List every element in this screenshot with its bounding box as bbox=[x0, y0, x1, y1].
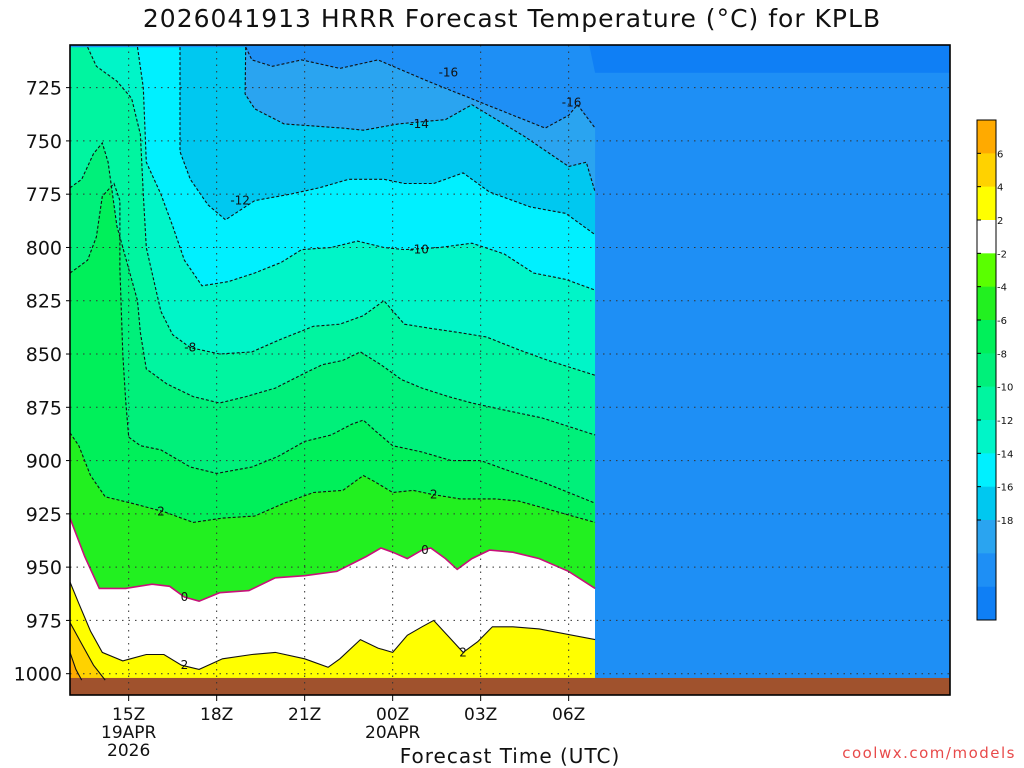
legend-swatch-3 bbox=[977, 220, 996, 254]
y-tick-label-775: 775 bbox=[26, 184, 62, 206]
y-tick-label-825: 825 bbox=[26, 291, 62, 313]
legend-swatch-5 bbox=[977, 286, 996, 321]
x-tick-label-15-2: 2026 bbox=[107, 741, 150, 761]
legend-label-3: -2 bbox=[997, 249, 1007, 260]
y-axis: 725 750 775 800 825 850 875 900 925 950 975 1000 bbox=[14, 78, 70, 686]
band-fill-coldest bbox=[589, 45, 950, 73]
contour-fills bbox=[70, 45, 950, 695]
grid-lines bbox=[70, 45, 950, 695]
x-tick-label-15-0: 15Z bbox=[112, 705, 145, 725]
legend-swatch-0 bbox=[977, 120, 996, 154]
contour-line--16 bbox=[245, 46, 596, 129]
contour-label--10-0: -10 bbox=[409, 243, 429, 257]
contour-label--2-1: 2 bbox=[430, 488, 438, 502]
legend-swatch-10 bbox=[977, 453, 996, 487]
contour-line--6 bbox=[70, 141, 596, 436]
legend-label-6: -8 bbox=[997, 349, 1007, 360]
legend-label-2: 2 bbox=[997, 216, 1003, 227]
y-tick-label-950: 950 bbox=[26, 557, 62, 579]
contour-line--14 bbox=[244, 47, 596, 193]
legend-swatch-13 bbox=[977, 553, 996, 587]
legend-swatch-9 bbox=[977, 420, 996, 454]
legend-swatch-12 bbox=[977, 520, 996, 554]
below-ground-band bbox=[70, 677, 950, 695]
legend-label-0: 6 bbox=[997, 149, 1003, 160]
x-tick-label-18-0: 18Z bbox=[200, 705, 233, 725]
contour-line--4 bbox=[70, 182, 596, 504]
legend-label-9: -14 bbox=[997, 449, 1013, 460]
y-tick-label-875: 875 bbox=[26, 397, 62, 419]
contour-label-0-1: 0 bbox=[421, 543, 429, 557]
legend-label-4: -4 bbox=[997, 283, 1007, 294]
legend-label-5: -6 bbox=[997, 316, 1007, 327]
legend-label-11: -18 bbox=[997, 516, 1013, 527]
contour-label--2-0: 2 bbox=[157, 505, 165, 519]
credit-link[interactable]: coolwx.com/models bbox=[842, 744, 1016, 762]
contour-label-2-0: 2 bbox=[181, 658, 189, 672]
y-tick-label-900: 900 bbox=[26, 451, 62, 473]
contour-line-0 bbox=[70, 517, 596, 603]
x-tick-label-27-0: 03Z bbox=[464, 705, 497, 725]
contour-label--12-0: -12 bbox=[230, 194, 250, 208]
x-tick-label-30-0: 06Z bbox=[552, 705, 585, 725]
contour-label--8-0: -8 bbox=[184, 341, 196, 355]
legend-label-7: -10 bbox=[997, 383, 1013, 394]
x-tick-label-24-0: 00Z bbox=[376, 705, 409, 725]
contour-lines bbox=[70, 46, 596, 681]
x-tick-label-15-1: 19APR bbox=[101, 723, 157, 743]
legend-swatch-2 bbox=[977, 186, 996, 221]
contour-label-2-1: 2 bbox=[459, 645, 467, 659]
contour-line-6 bbox=[70, 652, 83, 681]
legend-swatch-14 bbox=[977, 586, 996, 621]
contour-labels: -16 -16 -14 -12 -10 -8 2 2 0 0 2 2 bbox=[157, 66, 581, 672]
ground-surface bbox=[70, 677, 950, 695]
legend-frame bbox=[976, 119, 997, 621]
legend-swatch-7 bbox=[977, 353, 996, 387]
x-tick-label-24-1: 20APR bbox=[365, 723, 421, 743]
contour-line--10 bbox=[136, 47, 596, 291]
legend-swatch-4 bbox=[977, 253, 996, 287]
plot-frame bbox=[69, 44, 951, 696]
y-tick-label-750: 750 bbox=[26, 131, 62, 153]
contour-line-4 bbox=[70, 622, 106, 681]
y-tick-label-975: 975 bbox=[26, 610, 62, 632]
legend-label-1: 4 bbox=[997, 183, 1003, 194]
legend-swatch-6 bbox=[977, 320, 996, 354]
y-tick-label-925: 925 bbox=[26, 504, 62, 526]
contour-line--8 bbox=[87, 46, 596, 376]
legend-swatch-1 bbox=[977, 153, 996, 187]
y-tick-label-800: 800 bbox=[26, 237, 62, 259]
legend-label-8: -12 bbox=[997, 416, 1013, 427]
legend-label-10: -16 bbox=[997, 483, 1013, 494]
contour-label--14-0: -14 bbox=[409, 117, 429, 131]
contour-label-0-0: 0 bbox=[181, 590, 189, 604]
band-fill--16 bbox=[70, 45, 950, 695]
y-tick-label-850: 850 bbox=[26, 344, 62, 366]
chart-title: 2026041913 HRRR Forecast Temperature (°C… bbox=[142, 4, 882, 33]
contour-line--2 bbox=[70, 432, 596, 523]
legend-swatch-8 bbox=[977, 386, 996, 421]
x-axis-title: Forecast Time (UTC) bbox=[399, 744, 621, 768]
x-tick-label-21-0: 21Z bbox=[288, 705, 321, 725]
contour-label--16-0: -16 bbox=[439, 66, 459, 80]
y-tick-label-725: 725 bbox=[26, 78, 62, 100]
contour-label--16-1: -16 bbox=[562, 96, 582, 110]
y-tick-label-1000: 1000 bbox=[14, 664, 62, 686]
contour-line-2 bbox=[70, 581, 596, 670]
color-legend: 6 4 2 -2 -4 -6 -8 -10 -12 -14 -16 -18 bbox=[976, 119, 1013, 621]
legend-swatch-11 bbox=[977, 486, 996, 521]
